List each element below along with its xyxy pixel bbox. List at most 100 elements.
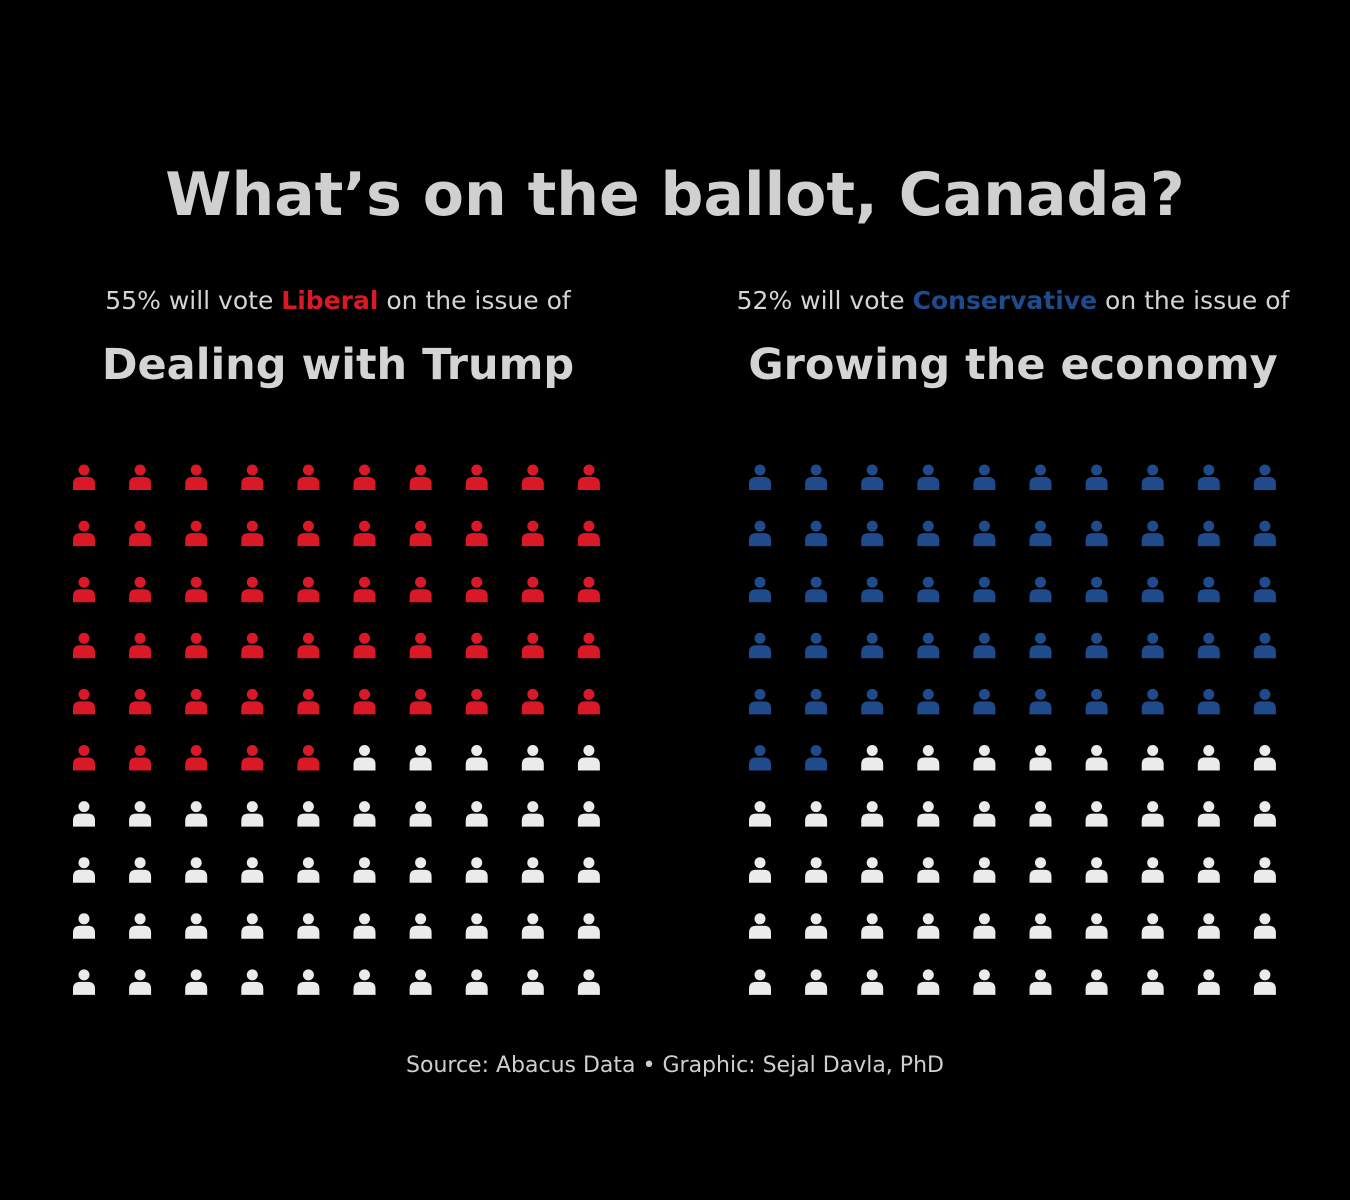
person-icon [465, 520, 488, 547]
person-icon [805, 801, 828, 827]
person-icon [297, 464, 320, 490]
person-icon [297, 688, 320, 715]
person-icon [185, 745, 208, 771]
person-icon [917, 576, 940, 603]
person-icon [973, 801, 996, 827]
person-icon [185, 688, 208, 715]
waffle-chart-left [73, 464, 600, 995]
person-icon [861, 520, 884, 547]
person-icon [805, 464, 828, 490]
person-icon [521, 801, 544, 827]
person-icon [1029, 464, 1052, 490]
person-icon [1141, 801, 1164, 827]
person-icon [861, 464, 884, 490]
person-icon [861, 632, 884, 659]
person-icon [805, 520, 828, 547]
person-icon [1141, 520, 1164, 547]
person-icon [185, 520, 208, 547]
person-icon [577, 857, 600, 883]
person-icon [1029, 576, 1052, 603]
person-icon [1141, 745, 1164, 771]
person-icon [749, 857, 771, 883]
person-icon [297, 857, 320, 883]
person-icon [521, 913, 544, 939]
person-icon [353, 576, 376, 603]
person-icon [805, 688, 828, 715]
person-icon [1141, 969, 1164, 995]
person-icon [577, 969, 600, 995]
person-icon [409, 857, 432, 883]
person-icon [409, 688, 432, 715]
person-icon [861, 576, 884, 603]
person-icon [749, 745, 771, 771]
person-icon [749, 913, 771, 939]
person-icon [353, 801, 376, 827]
person-icon [973, 632, 996, 659]
person-icon [917, 464, 940, 490]
person-icon [917, 632, 940, 659]
person-icon [241, 576, 264, 603]
person-icon [73, 520, 95, 547]
person-icon [1085, 576, 1108, 603]
person-icon [185, 632, 208, 659]
person-icon [297, 969, 320, 995]
person-icon [577, 520, 600, 547]
person-icon [1197, 632, 1220, 659]
person-icon [1085, 464, 1108, 490]
person-icon [1085, 688, 1108, 715]
person-icon [577, 745, 600, 771]
pre-text-left: will vote [168, 286, 274, 315]
person-icon [73, 857, 95, 883]
person-icon [917, 745, 940, 771]
chart-title: What’s on the ballot, Canada? [165, 160, 1185, 230]
person-icon [409, 969, 432, 995]
waffle-chart-right [749, 464, 1276, 995]
person-icon [129, 801, 152, 827]
person-icon [861, 913, 884, 939]
person-icon [1197, 688, 1220, 715]
person-icon [185, 464, 208, 490]
person-icon [1085, 857, 1108, 883]
person-icon [1029, 745, 1052, 771]
person-icon [297, 632, 320, 659]
person-icon [1253, 857, 1276, 883]
person-icon [73, 801, 95, 827]
person-icon [241, 801, 264, 827]
person-icon [1253, 688, 1276, 715]
person-icon [241, 464, 264, 490]
person-icon [129, 520, 152, 547]
person-icon [241, 688, 264, 715]
person-icon [409, 576, 432, 603]
person-icon [465, 857, 488, 883]
person-icon [973, 688, 996, 715]
person-icon [1029, 632, 1052, 659]
person-icon [1085, 913, 1108, 939]
person-icon [861, 857, 884, 883]
person-icon [353, 857, 376, 883]
person-icon [973, 857, 996, 883]
person-icon [1141, 464, 1164, 490]
person-icon [73, 464, 95, 490]
person-icon [1029, 520, 1052, 547]
person-icon [409, 801, 432, 827]
person-icon [1197, 857, 1220, 883]
person-icon [1029, 857, 1052, 883]
person-icon [577, 913, 600, 939]
person-icon [1029, 688, 1052, 715]
person-icon [1253, 632, 1276, 659]
person-icon [353, 632, 376, 659]
person-icon [1029, 969, 1052, 995]
person-icon [805, 632, 828, 659]
person-icon [73, 913, 95, 939]
person-icon [1197, 913, 1220, 939]
person-icon [749, 464, 771, 490]
person-icon [577, 801, 600, 827]
person-icon [1085, 520, 1108, 547]
person-icon [1029, 913, 1052, 939]
person-icon [917, 969, 940, 995]
person-icon [1253, 969, 1276, 995]
person-icon [749, 801, 771, 827]
person-icon [353, 520, 376, 547]
post-text-right: on the issue of [1105, 286, 1290, 315]
person-icon [1253, 801, 1276, 827]
